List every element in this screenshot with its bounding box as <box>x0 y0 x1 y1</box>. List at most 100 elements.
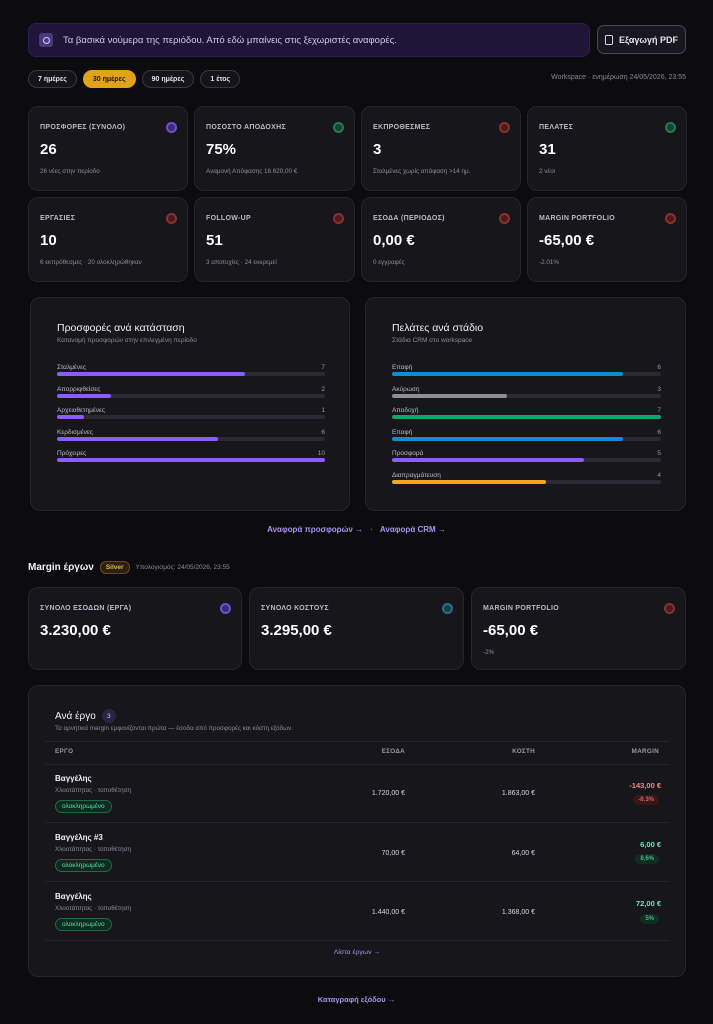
bar-track <box>392 415 661 419</box>
stat-label: MARGIN PORTFOLIO <box>539 215 615 222</box>
divider <box>45 764 669 765</box>
status-dot-icon <box>499 122 510 133</box>
stat-card-total-cost[interactable]: ΣΥΝΟΛΟ ΚΟΣΤΟΥΣ 3.295,00 € <box>249 587 464 670</box>
project-desc: Χλοοτάπητας · τοποθέτηση <box>55 846 131 853</box>
stat-value: 75% <box>206 141 237 158</box>
bar-label: Αρχειοθετημένες <box>57 407 106 414</box>
stat-card-project-revenue[interactable]: ΣΥΝΟΛΟ ΕΣΟΔΩΝ (ΕΡΓΑ) 3.230,00 € <box>28 587 242 670</box>
stat-label: ΕΣΟΔΑ (ΠΕΡΙΟΔΟΣ) <box>373 215 445 222</box>
revenue-cell: 1.440,00 € <box>371 909 405 916</box>
stat-subtext: 2 νέοι <box>539 168 556 175</box>
header-project: ΕΡΓΟ <box>55 748 74 755</box>
bar-label: Επαφή <box>392 364 413 371</box>
bar-track <box>392 393 661 398</box>
stat-value: 10 <box>40 232 57 249</box>
stat-card-margin-portfolio[interactable]: MARGIN PORTFOLIO -65,00 € -2.01% <box>527 197 687 282</box>
stat-subtext: Αναμονή Απόφασης 16.620,00 € <box>206 168 298 175</box>
table-title: Ανά έργο <box>55 710 96 722</box>
project-name[interactable]: Βαγγέλης #3 <box>55 833 103 842</box>
status-dot-icon <box>442 603 453 614</box>
period-90-days[interactable]: 90 ημέρες <box>141 70 195 88</box>
section-title: Margin έργων <box>28 562 94 573</box>
stat-subtext: 0 εγγραφές <box>373 259 405 266</box>
offers-report-link[interactable]: Αναφορά προσφορών → <box>267 525 364 534</box>
stat-value: 3 <box>373 141 382 158</box>
period-1-year[interactable]: 1 έτος <box>200 70 241 88</box>
bar-track <box>392 372 661 376</box>
stat-value: 0,00 € <box>373 232 415 249</box>
bar-row: Αρχειοθετημένες 1 <box>57 407 325 427</box>
margin-percent-badge: 8,6% <box>635 854 659 864</box>
bar-label: Σταλμένες <box>57 364 87 371</box>
stat-label: ΠΟΣΟΣΤΟ ΑΠΟΔΟΧΗΣ <box>206 124 287 131</box>
crm-report-link[interactable]: Αναφορά CRM → <box>379 525 446 534</box>
stat-card-tasks[interactable]: ΕΡΓΑΣΙΕΣ 10 6 εκπρόθεσμες · 20 ολοκληρώθ… <box>28 197 188 282</box>
status-dot-icon <box>665 122 676 133</box>
stat-card-margin-portfolio-2[interactable]: MARGIN PORTFOLIO -65,00 € -2% <box>471 587 686 670</box>
margin-percent-badge: 5% <box>640 914 659 924</box>
stat-label: ΠΕΛΑΤΕΣ <box>539 124 574 131</box>
stat-card-clients[interactable]: ΠΕΛΑΤΕΣ 31 2 νέοι <box>527 106 687 191</box>
period-7-days[interactable]: 7 ημέρες <box>28 70 77 88</box>
stat-label: ΕΡΓΑΣΙΕΣ <box>40 215 76 222</box>
bar-fill <box>57 436 218 441</box>
bar-track <box>57 415 325 419</box>
panel-subtitle: Στάδια CRM στο workspace <box>392 337 473 344</box>
stat-label: ΠΡΟΣΦΟΡΕΣ (ΣΥΝΟΛΟ) <box>40 124 126 131</box>
margin-section-header: Margin έργων Silver Υπολογισμός: 24/05/2… <box>28 561 230 574</box>
bar-label: Επαφή <box>392 428 413 436</box>
panel-title: Πελάτες ανά στάδιο <box>392 322 484 334</box>
stat-value: 26 <box>40 141 57 158</box>
bar-fill <box>392 393 508 398</box>
bar-label: Προσφορά <box>392 450 424 457</box>
export-pdf-label: Εξαγωγή PDF <box>618 34 679 45</box>
bar-label: Αποδοχή <box>392 407 419 414</box>
stat-value: 51 <box>206 232 223 249</box>
header-revenue: ΕΣΟΔΑ <box>381 748 405 755</box>
bar-row: Ακύρωση 3 <box>392 386 661 406</box>
project-name[interactable]: Βαγγέλης <box>55 774 92 783</box>
calc-timestamp: Υπολογισμός: 24/05/2026, 23:55 <box>135 564 230 571</box>
stat-card-revenue[interactable]: ΕΣΟΔΑ (ΠΕΡΙΟΔΟΣ) 0,00 € 0 εγγραφές <box>361 197 521 282</box>
bar-fill <box>392 479 546 484</box>
stat-value: 31 <box>539 141 556 158</box>
margin-percent-badge: -8,3% <box>633 795 659 805</box>
status-dot-icon <box>665 213 676 224</box>
plan-badge: Silver <box>99 561 130 574</box>
bar-count: 5 <box>657 450 661 457</box>
bar-track <box>57 436 325 441</box>
clients-by-stage-panel: Πελάτες ανά στάδιο Στάδια CRM στο worksp… <box>365 297 686 511</box>
bar-fill <box>392 458 585 462</box>
revenue-cell: 70,00 € <box>381 850 405 857</box>
period-30-days[interactable]: 30 ημέρες <box>82 70 136 88</box>
bar-track <box>392 479 661 484</box>
bar-fill <box>57 415 84 419</box>
clock-icon <box>39 33 53 47</box>
divider <box>45 822 669 823</box>
status-dot-icon <box>664 603 675 614</box>
header-cost: ΚΟΣΤΗ <box>512 748 535 755</box>
stat-card-acceptance[interactable]: ΠΟΣΟΣΤΟ ΑΠΟΔΟΧΗΣ 75% Αναμονή Απόφασης 16… <box>194 106 355 191</box>
bar-row: Επαφή 6 <box>392 429 661 449</box>
stat-card-overdue[interactable]: ΕΚΠΡΟΘΕΣΜΕΣ 3 Σταλμένες χωρίς απόφαση >1… <box>361 106 521 191</box>
bar-count: 1 <box>321 407 325 414</box>
projects-list-link[interactable]: Λίστα έργων → <box>333 949 381 956</box>
bar-row: Προσφορά 5 <box>392 450 661 470</box>
bar-row: Διαπραγμάτευση 4 <box>392 472 661 492</box>
stat-card-offers[interactable]: ΠΡΟΣΦΟΡΕΣ (ΣΥΝΟΛΟ) 26 26 νέες στην περίο… <box>28 106 188 191</box>
stat-subtext: Σταλμένες χωρίς απόφαση >14 ημ. <box>373 168 471 175</box>
bar-track <box>57 372 325 376</box>
project-name[interactable]: Βαγγέλης <box>55 892 92 901</box>
log-expense-link[interactable]: Καταγραφή εξόδου → <box>317 995 396 1004</box>
export-pdf-button[interactable]: Εξαγωγή PDF <box>597 25 686 54</box>
status-badge: ολοκληρωμένο <box>55 859 112 872</box>
status-dot-icon <box>333 213 344 224</box>
links-separator: · <box>370 525 373 534</box>
stat-card-follow-up[interactable]: FOLLOW-UP 51 3 αποτυχίες · 24 εκκρεμεί <box>194 197 355 282</box>
cost-cell: 1.863,00 € <box>501 790 535 797</box>
header-margin: MARGIN <box>631 748 659 755</box>
bar-label: Διαπραγμάτευση <box>392 471 441 479</box>
bar-count: 10 <box>317 450 325 457</box>
stat-value: 3.230,00 € <box>40 622 111 639</box>
stat-label: MARGIN PORTFOLIO <box>483 605 559 612</box>
